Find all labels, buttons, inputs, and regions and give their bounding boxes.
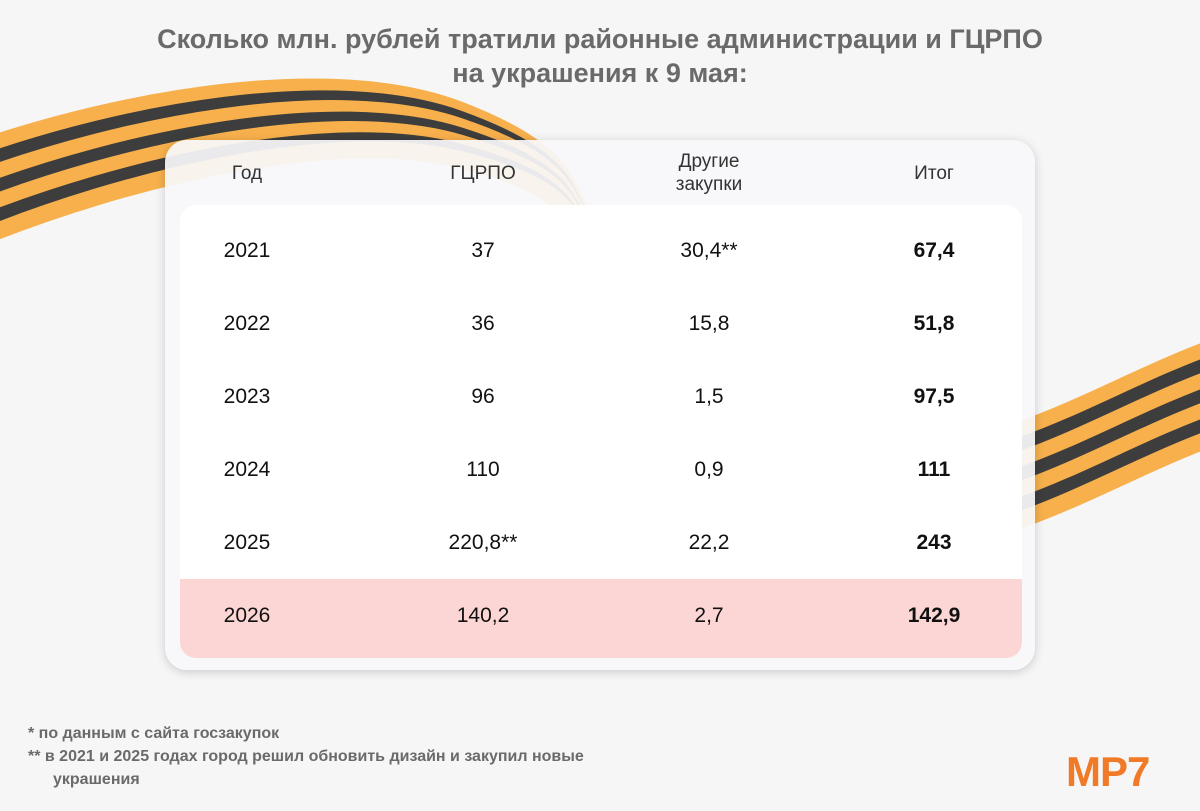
footnotes: * по данным с сайта госзакупок ** в 2021… [28, 722, 653, 791]
mr7-logo: МР7 [1066, 748, 1150, 795]
cell-total: 111 [917, 457, 951, 481]
cell-year: 2024 [223, 457, 271, 481]
cell-gcrpo: 220,8** [448, 530, 518, 554]
cell-year: 2026 [223, 603, 271, 627]
cell-year: 2022 [223, 311, 271, 335]
cell-total: 97,5 [913, 384, 955, 408]
black-stripe [1017, 389, 1200, 483]
black-stripe [1017, 419, 1200, 513]
cell-other: 1,5 [694, 384, 724, 408]
table-row: 2026 140,2 2,7 142,9 [180, 579, 1022, 658]
orange-stripe [1017, 403, 1200, 499]
footnote-1: * по данным с сайта госзакупок [28, 725, 280, 742]
header-year: Год [231, 162, 263, 184]
cell-year: 2025 [223, 530, 271, 554]
black-stripe [1017, 359, 1200, 453]
header-total: Итог [914, 162, 954, 184]
footnote-2: ** в 2021 и 2025 годах город решил обнов… [28, 748, 584, 788]
cell-total: 142,9 [907, 603, 961, 627]
cell-total: 51,8 [913, 311, 955, 335]
header-other: Другие закупки [675, 151, 743, 195]
header-gcrpo: ГЦРПО [450, 162, 516, 184]
cell-gcrpo: 36 [471, 311, 495, 335]
table-row: 2023 96 1,5 97,5 [180, 360, 1022, 433]
cell-gcrpo: 37 [471, 238, 495, 262]
cell-gcrpo: 110 [466, 457, 500, 481]
orange-stripe [1017, 343, 1200, 439]
title-line-1: Сколько млн. рублей тратили районные адм… [157, 24, 1043, 54]
right-ribbon [1017, 343, 1200, 529]
table-header: Год ГЦРПО Другие закупки Итог [165, 140, 1035, 206]
table-body: 2021 37 30,4** 67,4 2022 36 15,8 51,8 2023 96 1,5 9… [180, 205, 1022, 658]
cell-total: 243 [916, 530, 952, 554]
cell-gcrpo: 140,2 [456, 603, 510, 627]
cell-year: 2023 [223, 384, 271, 408]
page-title: Сколько млн. рублей тратили районные адм… [0, 22, 1200, 90]
table-row: 2021 37 30,4** 67,4 [180, 214, 1022, 287]
cell-other: 15,8 [688, 311, 730, 335]
cell-other: 30,4** [680, 238, 738, 262]
table-card: Год ГЦРПО Другие закупки Итог 2021 37 30,4… [165, 140, 1035, 670]
cell-other: 22,2 [688, 530, 730, 554]
orange-stripe [1017, 433, 1200, 529]
table-row: 2024 110 0,9 111 [180, 433, 1022, 506]
cell-other: 2,7 [694, 603, 724, 627]
cell-gcrpo: 96 [471, 384, 495, 408]
cell-total: 67,4 [913, 238, 955, 262]
title-line-2: на украшения к 9 мая: [452, 58, 748, 88]
cell-year: 2021 [223, 238, 271, 262]
table-row: 2022 36 15,8 51,8 [180, 287, 1022, 360]
cell-other: 0,9 [694, 457, 724, 481]
table-row: 2025 220,8** 22,2 243 [180, 506, 1022, 579]
orange-stripe [1017, 373, 1200, 469]
